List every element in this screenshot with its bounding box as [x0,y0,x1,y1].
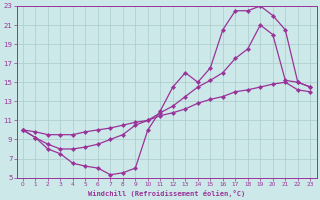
X-axis label: Windchill (Refroidissement éolien,°C): Windchill (Refroidissement éolien,°C) [88,190,245,197]
